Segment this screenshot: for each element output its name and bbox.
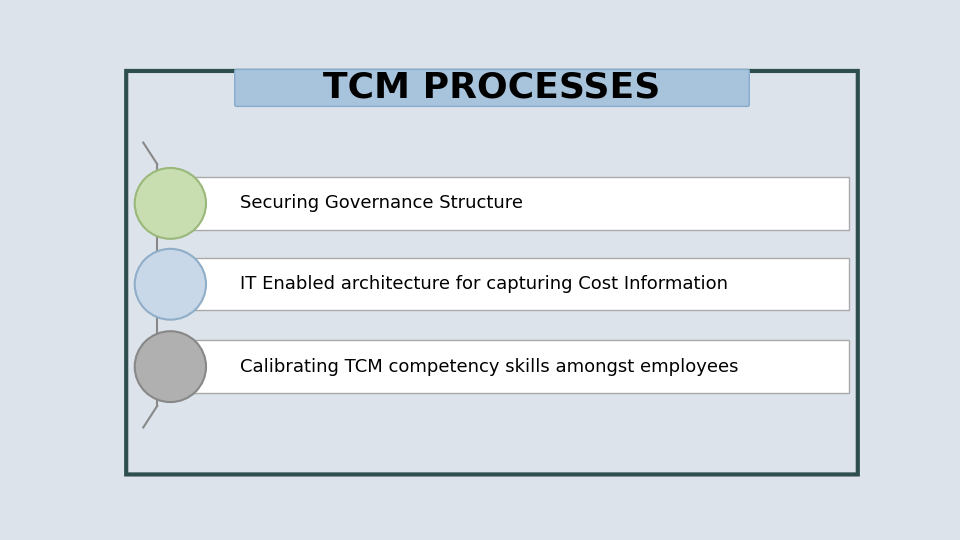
Text: IT Enabled architecture for capturing Cost Information: IT Enabled architecture for capturing Co… (240, 275, 728, 293)
Circle shape (134, 249, 206, 320)
Text: Calibrating TCM competency skills amongst employees: Calibrating TCM competency skills amongs… (240, 357, 738, 376)
FancyBboxPatch shape (126, 71, 858, 475)
Circle shape (134, 331, 206, 402)
Text: TCM PROCESSES: TCM PROCESSES (324, 71, 660, 105)
FancyBboxPatch shape (182, 258, 849, 310)
FancyBboxPatch shape (182, 177, 849, 230)
Text: Securing Governance Structure: Securing Governance Structure (240, 194, 523, 212)
Circle shape (134, 168, 206, 239)
FancyBboxPatch shape (182, 340, 849, 393)
FancyBboxPatch shape (234, 70, 750, 106)
